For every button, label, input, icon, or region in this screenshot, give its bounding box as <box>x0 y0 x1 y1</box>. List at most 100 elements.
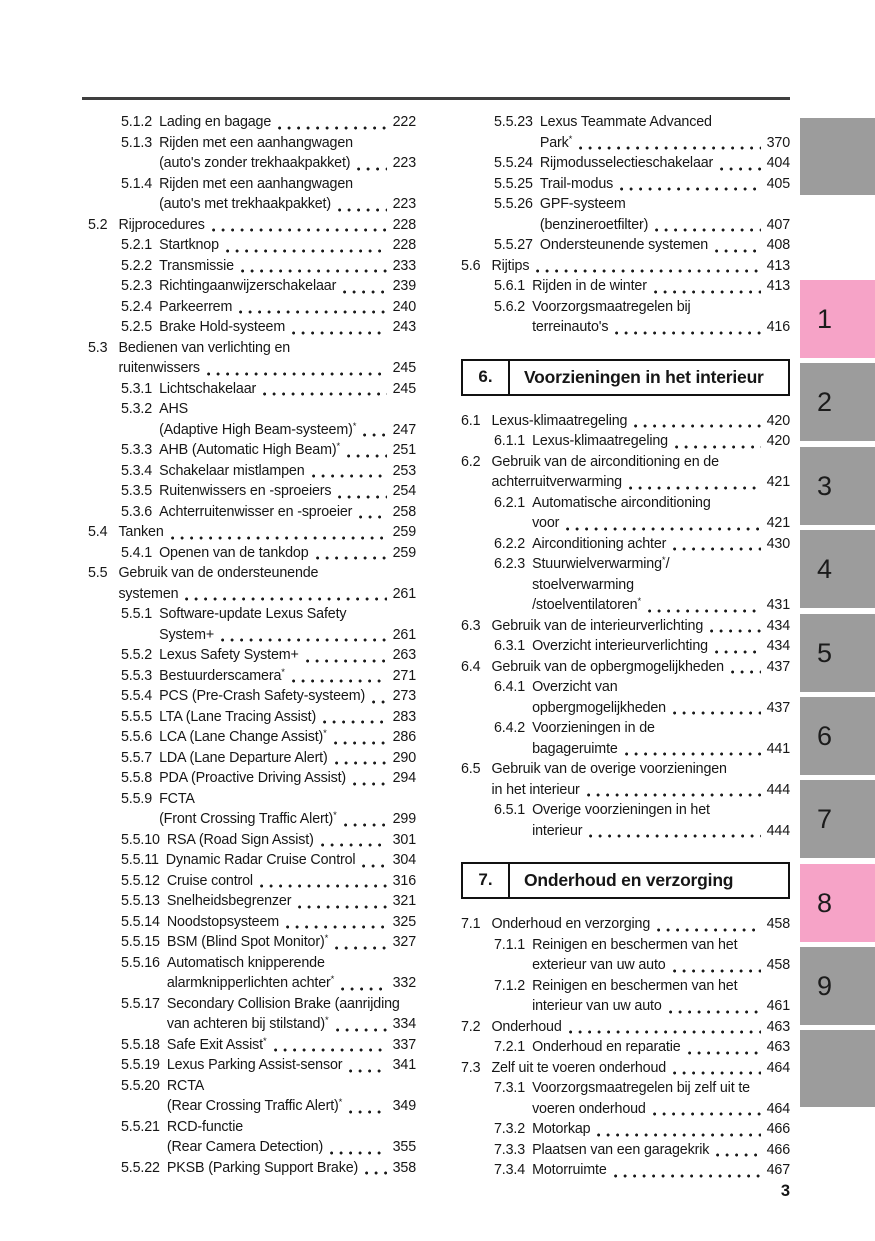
toc-entry-5-5-20[interactable]: 5.5.20 RCTA (Rear Crossing Traffic Alert)*… <box>88 1076 416 1117</box>
toc-entry-5-5[interactable]: 5.5 Gebruik van de ondersteunende systemen… <box>88 563 416 604</box>
toc-entry-5-2-2[interactable]: 5.2.2 Transmissie 233 <box>88 256 416 277</box>
toc-entry-6-4-2[interactable]: 6.4.2 Voorzieningen in de bagageruimte 441 <box>461 718 790 759</box>
entry-page: 416 <box>766 319 791 335</box>
toc-entry-5-2-4[interactable]: 5.2.4 Parkeerrem 240 <box>88 297 416 318</box>
toc-entry-6-3-1[interactable]: 6.3.1 Overzicht interieurverlichting 434 <box>461 636 790 657</box>
entry-page: 421 <box>766 515 791 531</box>
toc-entry-5-5-24[interactable]: 5.5.24 Rijmodusselectieschakelaar 404 <box>461 153 790 174</box>
entry-content: Dynamic Radar Cruise Control 304 <box>166 850 416 871</box>
toc-entry-5-5-18[interactable]: 5.5.18 Safe Exit Assist* 337 <box>88 1035 416 1056</box>
toc-entry-5-6-1[interactable]: 5.6.1 Rijden in de winter 413 <box>461 276 790 297</box>
toc-entry-5-4[interactable]: 5.4 Tanken 259 <box>88 522 416 543</box>
entry-title-line: Stuurwielverwarming*/ <box>532 555 670 572</box>
toc-entry-5-5-23[interactable]: 5.5.23 Lexus Teammate Advanced Park* 370 <box>461 112 790 153</box>
chapter-tab-7[interactable]: 7 <box>800 780 875 858</box>
toc-entry-6-2-2[interactable]: 6.2.2 Airconditioning achter 430 <box>461 534 790 555</box>
toc-entry-5-5-1[interactable]: 5.5.1 Software-update Lexus Safety System+… <box>88 604 416 645</box>
toc-entry-6-1-1[interactable]: 6.1.1 Lexus-klimaatregeling 420 <box>461 431 790 452</box>
footnote-asterisk: * <box>324 933 329 944</box>
toc-entry-5-6[interactable]: 5.6 Rijtips 413 <box>461 256 790 277</box>
toc-entry-5-5-5[interactable]: 5.5.5 LTA (Lane Tracing Assist) 283 <box>88 707 416 728</box>
toc-entry-5-2-3[interactable]: 5.2.3 Richtingaanwijzerschakelaar 239 <box>88 276 416 297</box>
toc-entry-5-3-2[interactable]: 5.3.2 AHS (Adaptive High Beam-systeem)* 247 <box>88 399 416 440</box>
toc-entry-7-1-2[interactable]: 7.1.2 Reinigen en beschermen van het inter… <box>461 976 790 1017</box>
toc-entry-5-5-25[interactable]: 5.5.25 Trail-modus 405 <box>461 174 790 195</box>
toc-entry-5-5-4[interactable]: 5.5.4 PCS (Pre-Crash Safety-systeem) 273 <box>88 686 416 707</box>
toc-entry-5-5-2[interactable]: 5.5.2 Lexus Safety System+ 263 <box>88 645 416 666</box>
toc-entry-7-1[interactable]: 7.1 Onderhoud en verzorging 458 <box>461 914 790 935</box>
toc-entry-7-1-1[interactable]: 7.1.1 Reinigen en beschermen van het exter… <box>461 935 790 976</box>
toc-entry-6-1[interactable]: 6.1 Lexus-klimaatregeling 420 <box>461 411 790 432</box>
entry-number: 6.5 <box>461 761 481 777</box>
toc-entry-5-3-5[interactable]: 5.3.5 Ruitenwissers en -sproeiers 254 <box>88 481 416 502</box>
entry-number: 5.5.5 <box>121 708 153 725</box>
entry-page: 239 <box>392 278 417 294</box>
toc-entry-5-5-3[interactable]: 5.5.3 Bestuurderscamera* 271 <box>88 666 416 687</box>
toc-entry-5-1-3[interactable]: 5.1.3 Rijden met een aanhangwagen (auto's … <box>88 133 416 174</box>
toc-entry-5-5-14[interactable]: 5.5.14 Noodstopsysteem 325 <box>88 912 416 933</box>
entry-number: 5.5.8 <box>121 770 153 786</box>
toc-entry-5-5-22[interactable]: 5.5.22 PKSB (Parking Support Brake) 358 <box>88 1158 416 1179</box>
toc-entry-6-2-1[interactable]: 6.2.1 Automatische airconditioning voor 421 <box>461 493 790 534</box>
toc-entry-5-5-9[interactable]: 5.5.9 FCTA (Front Crossing Traffic Alert)*… <box>88 789 416 830</box>
toc-entry-5-5-12[interactable]: 5.5.12 Cruise control 316 <box>88 871 416 892</box>
chapter-tab-1[interactable]: 1 <box>800 280 875 358</box>
toc-entry-5-5-26[interactable]: 5.5.26 GPF-systeem (benzineroetfilter) 407 <box>461 194 790 235</box>
chapter-tab-8[interactable]: 8 <box>800 864 875 942</box>
toc-entry-5-3-6[interactable]: 5.3.6 Achterruitenwisser en -sproeier 258 <box>88 502 416 523</box>
toc-entry-5-5-6[interactable]: 5.5.6 LCA (Lane Change Assist)* 286 <box>88 727 416 748</box>
entry-title: Rijtips <box>491 257 530 274</box>
toc-entry-5-1-2[interactable]: 5.1.2 Lading en bagage 222 <box>88 112 416 133</box>
chapter-tab-4[interactable]: 4 <box>800 530 875 608</box>
toc-entry-5-5-19[interactable]: 5.5.19 Lexus Parking Assist-sensor 341 <box>88 1055 416 1076</box>
entry-number: 5.5.19 <box>121 1057 160 1073</box>
toc-entry-6-5[interactable]: 6.5 Gebruik van de overige voorzieningen i… <box>461 759 790 800</box>
toc-entry-6-3[interactable]: 6.3 Gebruik van de interieurverlichting 43… <box>461 616 790 637</box>
chapter-tab-6[interactable]: 6 <box>800 697 875 775</box>
entry-page: 228 <box>392 216 417 233</box>
chapter-tab-5[interactable]: 5 <box>800 614 875 692</box>
toc-entry-5-6-2[interactable]: 5.6.2 Voorzorgsmaatregelen bij terreinauto… <box>461 297 790 338</box>
toc-entry-7-3[interactable]: 7.3 Zelf uit te voeren onderhoud 464 <box>461 1058 790 1079</box>
chapter-tab-2[interactable]: 2 <box>800 363 875 441</box>
toc-entry-7-3-3[interactable]: 7.3.3 Plaatsen van een garagekrik 466 <box>461 1140 790 1161</box>
toc-entry-5-5-21[interactable]: 5.5.21 RCD-functie (Rear Camera Detection)… <box>88 1117 416 1158</box>
toc-entry-5-3-1[interactable]: 5.3.1 Lichtschakelaar 245 <box>88 379 416 400</box>
toc-entry-5-1-4[interactable]: 5.1.4 Rijden met een aanhangwagen (auto's … <box>88 174 416 215</box>
toc-entry-6-2-3[interactable]: 6.2.3 Stuurwielverwarming*/ stoelverwarmin… <box>461 554 790 616</box>
toc-entry-7-3-1[interactable]: 7.3.1 Voorzorgsmaatregelen bij zelf uit t… <box>461 1078 790 1119</box>
toc-entry-5-2-5[interactable]: 5.2.5 Brake Hold-systeem 243 <box>88 317 416 338</box>
toc-entry-5-3-4[interactable]: 5.3.4 Schakelaar mistlampen 253 <box>88 461 416 482</box>
toc-entry-6-2[interactable]: 6.2 Gebruik van de airconditioning en de a… <box>461 452 790 493</box>
toc-entry-5-5-11[interactable]: 5.5.11 Dynamic Radar Cruise Control 304 <box>88 850 416 871</box>
toc-entry-7-2[interactable]: 7.2 Onderhoud 463 <box>461 1017 790 1038</box>
chapter-tab-3[interactable]: 3 <box>800 447 875 525</box>
toc-entry-6-4[interactable]: 6.4 Gebruik van de opbergmogelijkheden 437 <box>461 657 790 678</box>
chapter-tab-9[interactable]: 9 <box>800 947 875 1025</box>
toc-entry-5-5-15[interactable]: 5.5.15 BSM (Blind Spot Monitor)* 327 <box>88 932 416 953</box>
toc-entry-5-2-1[interactable]: 5.2.1 Startknop 228 <box>88 235 416 256</box>
dot-leader <box>716 1153 761 1157</box>
toc-entry-7-3-2[interactable]: 7.3.2 Motorkap 466 <box>461 1119 790 1140</box>
entry-title: Brake Hold-systeem <box>159 319 286 335</box>
entry-title: Noodstopsysteem <box>166 913 280 930</box>
toc-entry-5-5-13[interactable]: 5.5.13 Snelheidsbegrenzer 321 <box>88 891 416 912</box>
toc-entry-6-5-1[interactable]: 6.5.1 Overige voorzieningen in het interie… <box>461 800 790 841</box>
entry-title-line: Bedienen van verlichting en <box>118 339 291 356</box>
toc-entry-6-4-1[interactable]: 6.4.1 Overzicht van opbergmogelijkheden 437 <box>461 677 790 718</box>
toc-entry-5-5-8[interactable]: 5.5.8 PDA (Proactive Driving Assist) 294 <box>88 768 416 789</box>
toc-entry-5-3-3[interactable]: 5.3.3 AHB (Automatic High Beam)* 251 <box>88 440 416 461</box>
toc-entry-5-5-16[interactable]: 5.5.16 Automatisch knipperende alarmknippe… <box>88 953 416 994</box>
toc-entry-5-5-17[interactable]: 5.5.17 Secondary Collision Brake (aanrijd… <box>88 994 416 1035</box>
chapter-number: 6. <box>463 360 510 394</box>
toc-entry-7-2-1[interactable]: 7.2.1 Onderhoud en reparatie 463 <box>461 1037 790 1058</box>
toc-entry-7-3-4[interactable]: 7.3.4 Motorruimte 467 <box>461 1160 790 1181</box>
toc-entry-5-5-27[interactable]: 5.5.27 Ondersteunende systemen 408 <box>461 235 790 256</box>
entry-page: 431 <box>766 597 791 613</box>
toc-entry-5-2[interactable]: 5.2 Rijprocedures 228 <box>88 215 416 236</box>
toc-entry-5-3[interactable]: 5.3 Bedienen van verlichting en ruitenwiss… <box>88 338 416 379</box>
toc-entry-5-5-7[interactable]: 5.5.7 LDA (Lane Departure Alert) 290 <box>88 748 416 769</box>
toc-entry-5-5-10[interactable]: 5.5.10 RSA (Road Sign Assist) 301 <box>88 830 416 851</box>
entry-content: Openen van de tankdop 259 <box>159 543 416 564</box>
toc-entry-5-4-1[interactable]: 5.4.1 Openen van de tankdop 259 <box>88 543 416 564</box>
